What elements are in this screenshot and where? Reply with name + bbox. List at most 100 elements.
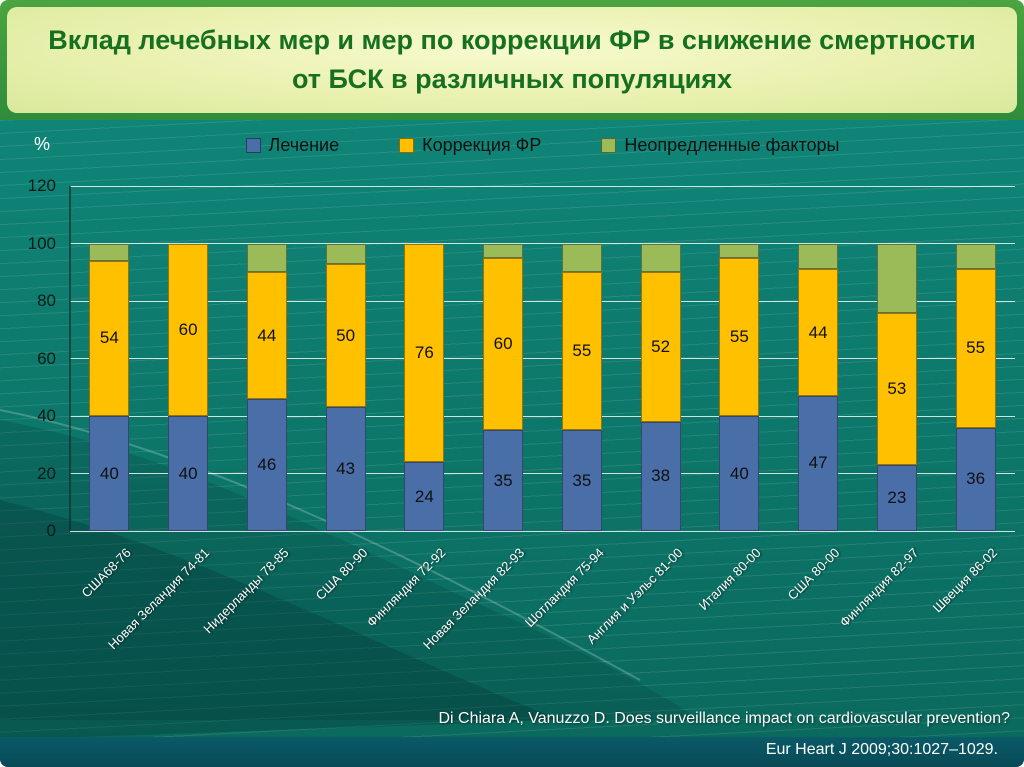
- bar: 36 55: [955, 243, 996, 531]
- bar-value-label: 55: [572, 341, 592, 361]
- x-axis-category-label: Финляндия 82-97: [836, 545, 922, 630]
- bar-segment-undefined-factors: [640, 243, 681, 273]
- bar-segment-undefined-factors: [719, 243, 760, 258]
- bar-value-label: 52: [651, 337, 671, 356]
- y-axis-unit-label: %: [34, 134, 51, 154]
- y-tick-label: 40: [37, 406, 56, 425]
- plot-area: 40 54 40 60 46 44 43 50 24 76 35 60 35 55 38 52 40 55 47 44…: [69, 185, 1015, 532]
- x-axis-category-label: США 80-90: [312, 545, 371, 603]
- bar-value-label: 35: [572, 470, 592, 490]
- chart-region: % Лечение Коррекция ФР Неопредленные факто…: [0, 120, 1024, 767]
- bar-segment-treatment: 35: [561, 430, 602, 531]
- title-band: Вклад лечебных мер и мер по коррекции ФР…: [7, 7, 1017, 113]
- bar-segment-risk-correction: 52: [640, 272, 681, 422]
- bar-segment-treatment: 46: [246, 398, 287, 531]
- legend-swatch: [245, 138, 261, 153]
- bar-segment-treatment: 38: [640, 421, 681, 531]
- legend-label: Неопредленные факторы: [624, 135, 840, 155]
- gridline: [70, 300, 1015, 302]
- slide-title: Вклад лечебных мер и мер по коррекции ФР…: [48, 24, 976, 94]
- bars: 40 54 40 60 46 44 43 50 24 76 35 60 35 55 38 52 40 55 47 44…: [70, 186, 1015, 531]
- bar-value-label: 76: [414, 342, 434, 362]
- bar-segment-treatment: 36: [955, 427, 996, 531]
- bar-value-label: 44: [257, 325, 277, 345]
- bar-value-label: 43: [336, 459, 356, 479]
- bar-value-label: 40: [178, 463, 198, 483]
- bar-segment-risk-correction: 54: [89, 260, 130, 416]
- bar: 40 55: [719, 243, 760, 531]
- bar: 40 60: [168, 243, 209, 531]
- gridline: [70, 358, 1015, 359]
- bar-value-label: 47: [808, 453, 828, 473]
- bar-value-label: 35: [493, 470, 513, 490]
- y-tick-label: 0: [46, 521, 56, 540]
- bar: 24 76: [404, 243, 445, 531]
- y-tick-label: 100: [27, 233, 56, 253]
- bar-segment-undefined-factors: [325, 243, 366, 264]
- x-axis-category-label: Швеция 86-02: [929, 545, 1001, 616]
- bar-segment-treatment: 35: [483, 430, 524, 531]
- bar-value-label: 50: [336, 325, 356, 345]
- x-axis-category-label: США68-76: [78, 545, 134, 601]
- y-axis-ticks: 0 20 40 60 80 100 120: [0, 176, 62, 540]
- x-axis-labels: США68-76 Новая Зеландия 74-81 Нидерланды 7…: [70, 537, 1015, 737]
- legend-item: Лечение: [245, 135, 340, 156]
- bar: 47 44: [798, 243, 839, 531]
- legend-swatch: [601, 138, 617, 153]
- bar-segment-undefined-factors: [246, 243, 287, 273]
- y-tick-label: 120: [27, 176, 56, 195]
- bar-segment-treatment: 40: [168, 416, 209, 531]
- bar-segment-risk-correction: 55: [561, 272, 602, 431]
- gridline: [70, 415, 1015, 417]
- bar-segment-risk-correction: 55: [955, 269, 996, 428]
- bar-value-label: 24: [414, 486, 434, 506]
- bar-segment-treatment: 40: [89, 416, 130, 531]
- bar-value-label: 60: [493, 334, 513, 354]
- bottom-band: Eur Heart J 2009;30:1027–1029.: [0, 737, 1024, 767]
- bar-value-label: 53: [887, 378, 907, 398]
- y-tick-label: 80: [37, 291, 56, 310]
- bar-segment-undefined-factors: [955, 243, 996, 270]
- x-axis-category-label: Финляндия 72-92: [364, 545, 449, 630]
- bar: 40 54: [89, 243, 130, 531]
- bar-value-label: 54: [99, 328, 119, 348]
- bar-segment-treatment: 23: [876, 464, 917, 531]
- bar-segment-undefined-factors: [483, 243, 524, 258]
- bar-value-label: 55: [966, 338, 986, 358]
- bar: 38 52: [640, 243, 681, 531]
- gridline: [70, 185, 1015, 187]
- bar-value-label: 23: [887, 487, 907, 507]
- y-tick-label: 60: [37, 348, 56, 368]
- legend-item: Неопредленные факторы: [601, 135, 839, 156]
- gridline: [70, 530, 1015, 532]
- bar-segment-risk-correction: 44: [246, 272, 287, 399]
- bar-value-label: 55: [729, 326, 749, 346]
- bar-segment-undefined-factors: [876, 243, 917, 313]
- bar-segment-undefined-factors: [561, 243, 602, 273]
- chart-legend: Лечение Коррекция ФР Неопредленные факторы: [70, 135, 1015, 156]
- bar-segment-treatment: 47: [798, 395, 839, 531]
- bar-segment-risk-correction: 60: [483, 257, 524, 431]
- bar-value-label: 40: [99, 463, 119, 483]
- bar: 35 55: [561, 243, 602, 531]
- x-axis-category-label: Шотландия 75-94: [521, 545, 607, 631]
- gridlines: [70, 185, 1015, 532]
- bar-segment-risk-correction: 50: [325, 263, 366, 408]
- y-axis-line: [69, 186, 71, 531]
- bar-segment-treatment: 24: [404, 462, 445, 531]
- legend-swatch: [399, 138, 415, 153]
- bar-segment-risk-correction: 55: [719, 257, 760, 416]
- bar-segment-risk-correction: 60: [168, 243, 209, 416]
- x-axis-category-label: Нидерланды 78-85: [200, 545, 292, 637]
- bar-segment-risk-correction: 53: [876, 312, 917, 465]
- bar: 35 60: [483, 243, 524, 531]
- legend-label: Лечение: [268, 135, 340, 155]
- citation-line-2: Eur Heart J 2009;30:1027–1029.: [765, 741, 998, 758]
- gridline: [70, 473, 1015, 474]
- gridline: [70, 243, 1015, 244]
- bar-segment-treatment: 43: [325, 407, 366, 531]
- bar-value-label: 38: [651, 466, 671, 486]
- bar-value-label: 46: [257, 454, 277, 474]
- legend-item: Коррекция ФР: [399, 135, 541, 156]
